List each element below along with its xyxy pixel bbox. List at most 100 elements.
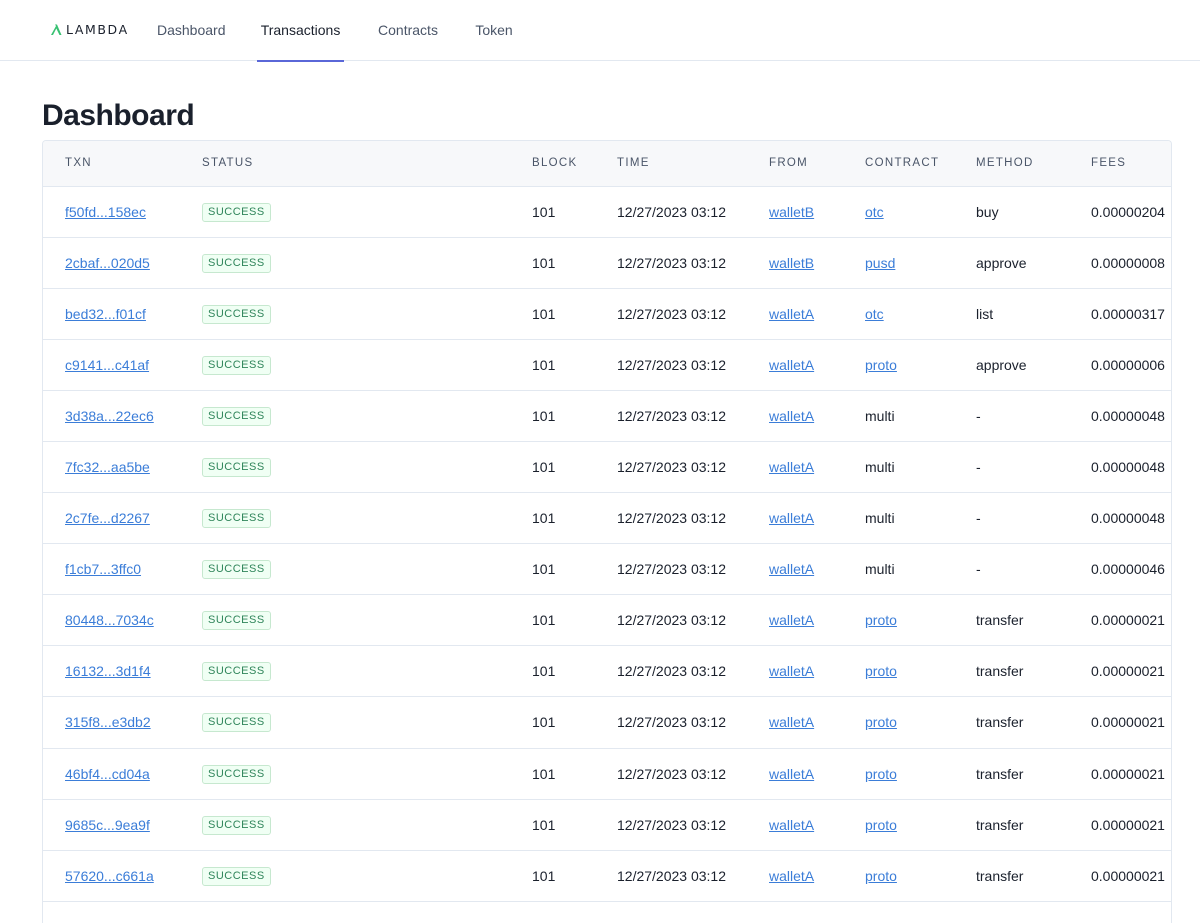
from-wallet-link[interactable]: walletA xyxy=(769,510,815,527)
from-wallet-link[interactable]: walletA xyxy=(769,356,815,373)
time-cell: 12/27/2023 03:12 xyxy=(595,850,747,902)
from-cell: walletA xyxy=(747,543,843,596)
block-cell: 101 xyxy=(510,748,595,800)
status-cell: SUCCESS xyxy=(180,339,510,391)
column-header-time: TIME xyxy=(595,141,747,187)
time-cell: 12/27/2023 03:12 xyxy=(595,339,747,391)
txn-hash-link[interactable]: 2c7fe...d2267 xyxy=(65,510,150,527)
tab-token[interactable]: Token xyxy=(475,22,513,38)
txn-hash-link[interactable]: 80448...7034c xyxy=(65,612,154,629)
contract-cell: proto xyxy=(843,696,954,749)
tab-transactions[interactable]: Transactions xyxy=(257,0,344,62)
txn-cell: 80448...7034c xyxy=(43,594,180,647)
txn-hash-link[interactable]: f50fd...158ec xyxy=(65,203,146,220)
tab-dashboard[interactable]: Dashboard xyxy=(157,22,226,38)
contract-link[interactable]: proto xyxy=(865,714,897,731)
from-wallet-link[interactable]: walletA xyxy=(769,305,815,322)
txn-hash-link[interactable]: 9685c...9ea9f xyxy=(65,816,150,833)
table-row[interactable]: 9685c...9ea9f SUCCESS 101 12/27/2023 03:12 w… xyxy=(43,799,1171,851)
status-badge: SUCCESS xyxy=(202,304,271,324)
fees-cell: 0.00000048 xyxy=(1069,492,1171,545)
table-row[interactable]: f1cb7...3ffc0 SUCCESS 101 12/27/2023 03:12 w… xyxy=(43,543,1171,596)
from-wallet-link[interactable]: walletA xyxy=(769,663,815,680)
txn-cell: 7fc32...aa5be xyxy=(43,441,180,494)
from-wallet-link[interactable]: walletA xyxy=(769,714,815,731)
table-row[interactable]: 2cbaf...020d5 SUCCESS 101 12/27/2023 03:12 w… xyxy=(43,237,1171,289)
table-header-row: TXN STATUS BLOCK TIME FROM CONTRACT METH… xyxy=(43,141,1171,187)
transactions-table: TXN STATUS BLOCK TIME FROM CONTRACT METH… xyxy=(42,140,1172,923)
fees-cell: 0.00000008 xyxy=(1069,237,1171,289)
table-row[interactable]: 57620...c661a SUCCESS 101 12/27/2023 03:12 w… xyxy=(43,850,1171,902)
txn-hash-link[interactable]: bed32...f01cf xyxy=(65,305,146,322)
contract-link[interactable]: proto xyxy=(865,612,897,629)
table-row[interactable]: 315f8...e3db2 SUCCESS 101 12/27/2023 03:12 w… xyxy=(43,696,1171,749)
time-cell: 12/27/2023 03:12 xyxy=(595,237,747,289)
status-badge: SUCCESS xyxy=(202,815,271,835)
contract-cell: proto xyxy=(843,850,954,902)
tab-contracts[interactable]: Contracts xyxy=(378,22,438,38)
block-cell: 101 xyxy=(510,850,595,902)
status-cell: SUCCESS xyxy=(180,696,510,749)
time-cell: 12/27/2023 03:12 xyxy=(595,748,747,800)
table-row[interactable]: f50fd...158ec SUCCESS 101 12/27/2023 03:12 w… xyxy=(43,186,1171,238)
from-wallet-link[interactable]: walletA xyxy=(769,765,815,782)
contract-link[interactable]: proto xyxy=(865,765,897,782)
txn-hash-link[interactable]: 3d38a...22ec6 xyxy=(65,407,154,424)
column-header-contract: CONTRACT xyxy=(843,141,954,187)
txn-cell: f50fd...158ec xyxy=(43,186,180,238)
method-cell: - xyxy=(954,441,1069,494)
from-wallet-link[interactable]: walletA xyxy=(769,459,815,476)
txn-hash-link[interactable]: 315f8...e3db2 xyxy=(65,714,151,731)
time-cell: 12/27/2023 03:12 xyxy=(595,645,747,698)
contract-link[interactable]: pusd xyxy=(865,254,896,271)
contract-link[interactable]: proto xyxy=(865,867,897,884)
from-cell: walletA xyxy=(747,799,843,851)
page-title: Dashboard xyxy=(42,99,195,132)
table-row[interactable]: bed32...f01cf SUCCESS 101 12/27/2023 03:12 w… xyxy=(43,288,1171,340)
txn-hash-link[interactable]: 2cbaf...020d5 xyxy=(65,254,150,271)
contract-text: multi xyxy=(865,561,895,578)
method-cell: - xyxy=(954,543,1069,596)
txn-hash-link[interactable]: c9141...c41af xyxy=(65,356,150,373)
column-header-fees: FEES xyxy=(1069,141,1171,187)
table-body: f50fd...158ec SUCCESS 101 12/27/2023 03:12 w… xyxy=(43,186,1171,902)
block-cell: 101 xyxy=(510,645,595,698)
status-badge: SUCCESS xyxy=(202,764,271,784)
brand-name: LAMBDA xyxy=(66,22,129,37)
from-wallet-link[interactable]: walletA xyxy=(769,867,815,884)
table-row[interactable]: 7fc32...aa5be SUCCESS 101 12/27/2023 03:12 w… xyxy=(43,441,1171,494)
block-cell: 101 xyxy=(510,799,595,851)
contract-link[interactable]: otc xyxy=(865,305,884,322)
txn-hash-link[interactable]: f1cb7...3ffc0 xyxy=(65,561,142,578)
method-cell: list xyxy=(954,288,1069,340)
txn-hash-link[interactable]: 7fc32...aa5be xyxy=(65,459,150,476)
status-badge: SUCCESS xyxy=(202,866,271,886)
from-wallet-link[interactable]: walletA xyxy=(769,561,815,578)
txn-hash-link[interactable]: 57620...c661a xyxy=(65,867,154,884)
txn-hash-link[interactable]: 46bf4...cd04a xyxy=(65,765,150,782)
block-cell: 101 xyxy=(510,441,595,494)
contract-cell: proto xyxy=(843,339,954,391)
table-row[interactable]: 3d38a...22ec6 SUCCESS 101 12/27/2023 03:12 w… xyxy=(43,390,1171,442)
contract-link[interactable]: otc xyxy=(865,203,884,220)
txn-cell: c9141...c41af xyxy=(43,339,180,391)
contract-link[interactable]: proto xyxy=(865,816,897,833)
from-wallet-link[interactable]: walletB xyxy=(769,254,815,271)
from-wallet-link[interactable]: walletA xyxy=(769,407,815,424)
table-row[interactable]: 16132...3d1f4 SUCCESS 101 12/27/2023 03:12 w… xyxy=(43,645,1171,698)
txn-cell: 3d38a...22ec6 xyxy=(43,390,180,442)
lambda-logo-icon xyxy=(51,24,62,35)
contract-link[interactable]: proto xyxy=(865,356,897,373)
from-wallet-link[interactable]: walletB xyxy=(769,203,815,220)
table-row[interactable]: 2c7fe...d2267 SUCCESS 101 12/27/2023 03:12 w… xyxy=(43,492,1171,545)
status-cell: SUCCESS xyxy=(180,237,510,289)
txn-hash-link[interactable]: 16132...3d1f4 xyxy=(65,663,151,680)
from-wallet-link[interactable]: walletA xyxy=(769,612,815,629)
contract-cell: multi xyxy=(843,441,954,494)
brand-logo[interactable]: LAMBDA xyxy=(50,23,129,37)
from-wallet-link[interactable]: walletA xyxy=(769,816,815,833)
contract-link[interactable]: proto xyxy=(865,663,897,680)
table-row[interactable]: 46bf4...cd04a SUCCESS 101 12/27/2023 03:12 w… xyxy=(43,748,1171,800)
table-row[interactable]: 80448...7034c SUCCESS 101 12/27/2023 03:12 w… xyxy=(43,594,1171,647)
table-row[interactable]: c9141...c41af SUCCESS 101 12/27/2023 03:12 w… xyxy=(43,339,1171,391)
